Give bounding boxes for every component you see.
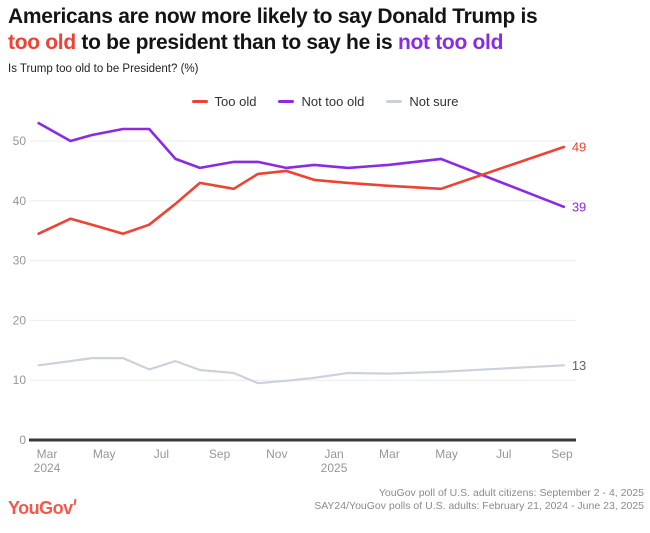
line-too-old xyxy=(37,145,566,235)
x-tick-label: Jul xyxy=(154,447,169,461)
y-tick-label: 10 xyxy=(13,373,27,387)
yougov-logo-text: YouGov xyxy=(8,498,73,518)
end-label-not-too-old: 39 xyxy=(572,199,586,214)
yougov-logo-tick-icon xyxy=(73,499,77,505)
x-tick-label: Mar xyxy=(379,447,400,461)
title-highlight-too-old: too old xyxy=(8,31,76,54)
x-tick-label: Jul xyxy=(496,447,511,461)
legend-item-not-too-old: Not too old xyxy=(278,94,364,109)
x-tick-label: May xyxy=(93,447,116,461)
legend-label-not-sure: Not sure xyxy=(409,93,459,109)
x-tick-label: Nov xyxy=(266,447,287,461)
x-tick-label: Jan xyxy=(324,447,343,461)
end-label-too-old: 49 xyxy=(572,139,586,154)
legend-label-too-old: Too old xyxy=(214,93,257,109)
y-tick-label: 30 xyxy=(13,254,27,268)
source-attribution: YouGov poll of U.S. adult citizens: Sept… xyxy=(314,487,644,513)
page-title: Americans are now more likely to say Don… xyxy=(8,4,644,56)
x-tick-label: Sep xyxy=(209,447,231,461)
y-tick-label: 50 xyxy=(13,134,27,148)
legend-swatch-too-old xyxy=(191,99,208,103)
source-line-2: SAY24/YouGov polls of U.S. adults: Febru… xyxy=(314,500,644,512)
y-tick-label: 20 xyxy=(13,313,27,327)
title-line2-middle: to be president than to say he is xyxy=(75,31,398,54)
chart-legend: Too old Not too old Not sure xyxy=(0,93,650,109)
title-line1: Americans are now more likely to say Don… xyxy=(8,5,538,28)
legend-swatch-not-sure xyxy=(386,99,403,103)
legend-item-not-sure: Not sure xyxy=(386,94,458,109)
x-tick-label: Sep xyxy=(551,447,573,461)
end-label-not-sure: 13 xyxy=(572,358,586,373)
legend-swatch-not-too-old xyxy=(278,99,295,103)
line-not-too-old xyxy=(37,121,566,209)
line-not-sure xyxy=(37,357,565,385)
y-tick-label: 0 xyxy=(19,433,26,447)
x-tick-sublabel: 2024 xyxy=(34,461,61,475)
legend-label-not-too-old: Not too old xyxy=(301,93,365,109)
legend-item-too-old: Too old xyxy=(191,93,257,109)
source-line-1: YouGov poll of U.S. adult citizens: Sept… xyxy=(378,487,644,499)
x-tick-label: May xyxy=(435,447,458,461)
chart-subtitle: Is Trump too old to be President? (%) xyxy=(8,63,199,75)
x-tick-label: Mar xyxy=(37,447,58,461)
x-tick-sublabel: 2025 xyxy=(321,461,348,475)
title-highlight-not-too-old: not too old xyxy=(397,31,504,54)
yougov-logo: YouGov xyxy=(8,498,77,519)
y-tick-label: 40 xyxy=(13,194,27,208)
